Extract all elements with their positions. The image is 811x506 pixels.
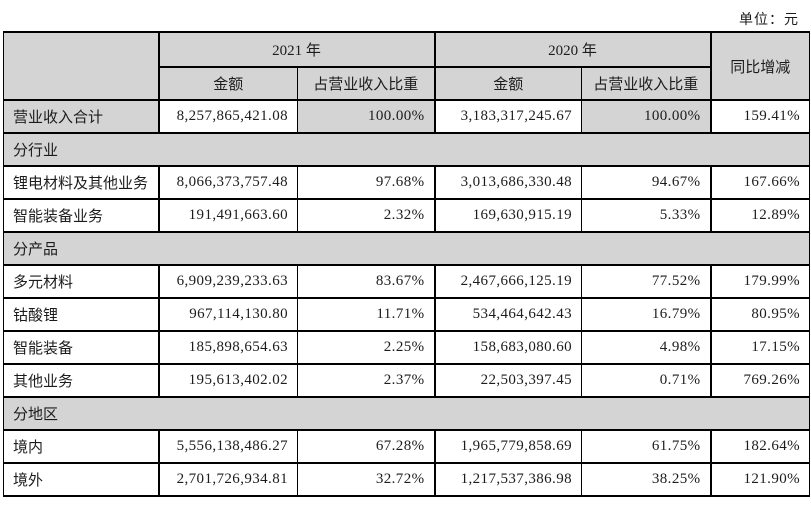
pct-2021: 2.25% [296,330,436,365]
header-row-years: 2021 年 2020 年 同比增减 [3,31,811,101]
amount-2021: 2,701,726,934.81 [157,462,298,497]
amount-2021: 195,613,402.02 [157,363,298,398]
table-body: 营业收入合计 8,257,865,421.08 100.00% 3,183,317,2… [2,99,811,497]
pct-2020: 94.67% [581,165,712,200]
pct-2021: 2.32% [296,198,436,233]
header-year-2020: 2020 年 [433,31,712,68]
pct-2020: 77.52% [581,264,712,299]
table-row: 钴酸锂 967,114,130.80 11.71% 534,464,642.43 16.… [3,297,811,332]
table-row: 多元材料 6,909,239,233.63 83.67% 2,467,666,125.… [3,264,811,299]
row-label: 锂电材料及其他业务 [3,165,159,200]
pct-2020: 0.71% [581,363,712,398]
row-label: 境内 [3,429,159,464]
yoy-change: 159.41% [709,99,811,134]
row-label: 营业收入合计 [3,99,159,134]
section-row: 分地区 [2,396,811,431]
amount-2021: 8,066,373,757.48 [157,165,298,200]
row-label: 智能装备业务 [3,198,159,233]
row-label: 境外 [3,462,159,497]
revenue-breakdown-table: 2021 年 2020 年 同比增减 金额 占营业收入比重 金额 占营业收入比重… [2,31,811,497]
section-row: 分产品 [2,231,811,266]
pct-2020: 5.33% [581,198,712,233]
pct-2021: 97.68% [296,165,436,200]
table-row: 境内 5,556,138,486.27 67.28% 1,965,779,858.69… [3,429,811,464]
table-row: 智能装备业务 191,491,663.60 2.32% 169,630,915.19 5… [3,198,811,233]
table-row: 境外 2,701,726,934.81 32.72% 1,217,537,386.98… [3,462,811,497]
section-label: 分行业 [2,132,811,167]
table-row: 智能装备 185,898,654.63 2.25% 158,683,080.60 4.9… [3,330,811,365]
amount-2020: 158,683,080.60 [433,330,583,365]
header-pct-2021: 占营业收入比重 [296,66,436,101]
amount-2021: 185,898,654.63 [157,330,298,365]
header-pct-2020: 占营业收入比重 [581,66,712,101]
yoy-change: 80.95% [709,297,811,332]
pct-2021: 67.28% [296,429,436,464]
row-label: 钴酸锂 [3,297,159,332]
amount-2020: 3,013,686,330.48 [433,165,583,200]
pct-2021: 32.72% [296,462,436,497]
table-row: 锂电材料及其他业务 8,066,373,757.48 97.68% 3,013,686… [3,165,811,200]
amount-2020: 534,464,642.43 [433,297,583,332]
header-amount-2021: 金额 [157,66,298,101]
pct-2020: 61.75% [581,429,712,464]
yoy-change: 17.15% [709,330,811,365]
section-label: 分地区 [2,396,811,431]
amount-2020: 22,503,397.45 [433,363,583,398]
table-header: 2021 年 2020 年 同比增减 金额 占营业收入比重 金额 占营业收入比重 [3,31,811,101]
row-label: 其他业务 [3,363,159,398]
yoy-change: 182.64% [709,429,811,464]
amount-2020: 1,965,779,858.69 [433,429,583,464]
table-row: 其他业务 195,613,402.02 2.37% 22,503,397.45 0.71… [3,363,811,398]
unit-label: 单位：元 [739,13,799,28]
amount-2020: 1,217,537,386.98 [433,462,583,497]
amount-2020: 3,183,317,245.67 [433,99,583,134]
pct-2020: 4.98% [581,330,712,365]
pct-2021: 100.00% [296,99,436,134]
amount-2020: 169,630,915.19 [433,198,583,233]
header-row-measures: 金额 占营业收入比重 金额 占营业收入比重 [4,66,810,101]
amount-2021: 967,114,130.80 [157,297,298,332]
row-label: 智能装备 [3,330,159,365]
pct-2020: 100.00% [581,99,712,134]
header-yoy-change: 同比增减 [709,31,811,101]
yoy-change: 769.26% [709,363,811,398]
amount-2020: 2,467,666,125.19 [433,264,583,299]
table-row: 营业收入合计 8,257,865,421.08 100.00% 3,183,317,2… [3,99,811,134]
pct-2020: 38.25% [581,462,712,497]
pct-2021: 2.37% [296,363,436,398]
section-row: 分行业 [2,132,811,167]
amount-2021: 5,556,138,486.27 [157,429,298,464]
pct-2020: 16.79% [581,297,712,332]
pct-2021: 11.71% [296,297,436,332]
header-amount-2020: 金额 [433,66,583,101]
pct-2021: 83.67% [296,264,436,299]
header-corner-cell [3,31,159,101]
section-label: 分产品 [2,231,811,266]
amount-2021: 8,257,865,421.08 [157,99,298,134]
yoy-change: 167.66% [709,165,811,200]
yoy-change: 179.99% [709,264,811,299]
yoy-change: 12.89% [709,198,811,233]
amount-2021: 191,491,663.60 [157,198,298,233]
row-label: 多元材料 [3,264,159,299]
amount-2021: 6,909,239,233.63 [157,264,298,299]
yoy-change: 121.90% [709,462,811,497]
header-year-2021: 2021 年 [157,31,436,68]
